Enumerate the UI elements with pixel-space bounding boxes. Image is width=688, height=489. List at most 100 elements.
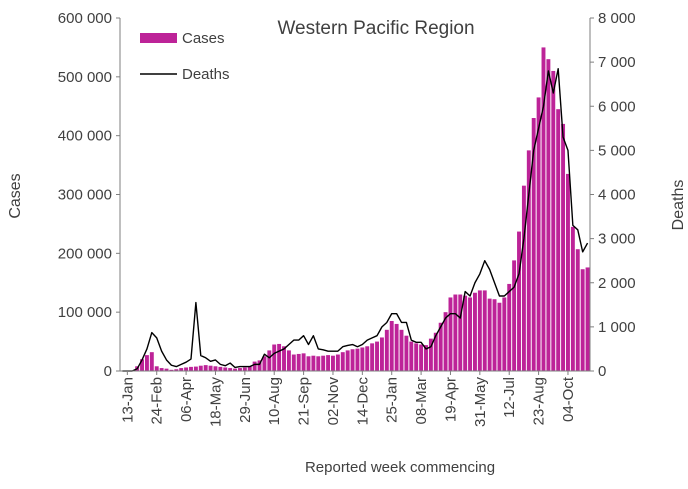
cases-bar	[252, 361, 257, 371]
cases-bar	[174, 369, 179, 371]
cases-bar	[267, 350, 272, 371]
cases-bar	[306, 356, 311, 371]
cases-bar	[384, 329, 389, 371]
cases-bar	[203, 365, 208, 371]
x-tick-label: 31-May	[472, 377, 489, 428]
y2-tick-label: 0	[598, 363, 606, 380]
cases-bar	[335, 354, 340, 371]
cases-bar	[223, 367, 228, 371]
cases-bar	[399, 329, 404, 371]
cases-bar	[184, 367, 189, 371]
cases-bar	[140, 359, 144, 371]
cases-bar	[282, 346, 286, 371]
cases-bar	[169, 369, 174, 371]
cases-bar	[321, 355, 326, 371]
ticks-layer: 0 100 000 200 000 300 000 400 000 500 000 600 …	[58, 10, 636, 427]
cases-bar	[345, 350, 350, 371]
cases-bar	[242, 367, 247, 371]
cases-bar	[556, 109, 561, 371]
cases-bar	[286, 350, 291, 371]
cases-bar	[497, 302, 502, 371]
cases-bar	[419, 344, 424, 371]
cases-bar	[433, 332, 438, 371]
y2-tick-label: 5 000	[598, 142, 636, 159]
y-tick-label: 600 000	[58, 10, 112, 27]
cases-bar	[164, 368, 169, 371]
cases-bar	[472, 292, 477, 371]
y-tick-label: 200 000	[58, 245, 112, 262]
cases-bar	[458, 294, 463, 371]
cases-bar	[228, 368, 233, 371]
x-tick-label: 13-Jan	[119, 377, 136, 423]
x-tick-label: 19-Apr	[442, 377, 459, 422]
cases-bar	[477, 290, 482, 371]
y2-tick-label: 3 000	[598, 231, 636, 248]
cases-bar	[193, 366, 198, 371]
x-tick-label: 04-Oct	[560, 376, 577, 422]
cases-bar	[179, 368, 184, 371]
cases-bar	[340, 352, 345, 371]
cases-bar	[492, 299, 497, 371]
cases-bar	[296, 353, 301, 371]
cases-bar	[237, 368, 242, 371]
cases-bar	[350, 349, 355, 371]
legend: Cases Deaths	[140, 30, 230, 83]
cases-bar	[291, 354, 296, 371]
line-layer	[122, 68, 589, 372]
cases-bar	[428, 338, 433, 371]
x-tick-label: 25-Jan	[384, 377, 401, 423]
x-tick-label: 10-Aug	[266, 377, 283, 425]
cases-bar	[389, 320, 394, 371]
y2-tick-label: 8 000	[598, 10, 636, 27]
x-tick-label: 29-Jun	[237, 377, 254, 423]
x-tick-label: 23-Aug	[531, 377, 548, 425]
cases-bar	[316, 356, 321, 371]
cases-bar	[404, 335, 409, 371]
y-tick-label: 500 000	[58, 69, 112, 86]
cases-bar	[379, 337, 384, 371]
cases-bar	[482, 290, 487, 371]
y2-tick-label: 7 000	[598, 54, 636, 71]
cases-bar	[331, 355, 335, 371]
cases-bar	[551, 70, 556, 371]
cases-bar	[541, 47, 546, 372]
cases-bar	[546, 59, 551, 372]
cases-bar	[448, 297, 453, 371]
y-axis-label: Cases	[7, 173, 24, 218]
x-tick-label: 06-Apr	[178, 377, 195, 422]
x-axis-label: Reported week commencing	[305, 459, 495, 476]
cases-bar	[375, 341, 379, 371]
cases-bar	[585, 267, 590, 371]
cases-bar	[233, 368, 238, 371]
bars-layer	[135, 47, 590, 372]
cases-bar	[438, 322, 443, 371]
cases-bar	[326, 355, 331, 371]
x-tick-label: 12-Jul	[501, 377, 518, 418]
cases-bar	[453, 294, 458, 371]
y2-axis-label: Deaths	[670, 180, 687, 231]
cases-bar	[198, 365, 203, 371]
cases-bar	[463, 295, 468, 371]
cases-bar	[247, 366, 252, 371]
deaths-line	[122, 68, 589, 372]
x-tick-label: 18-May	[207, 377, 224, 428]
x-tick-label: 21-Sep	[296, 377, 313, 425]
cases-bar	[213, 366, 218, 371]
legend-cases-label: Cases	[182, 30, 225, 47]
cases-bar	[409, 341, 414, 371]
cases-bar	[370, 343, 375, 371]
cases-bar	[414, 343, 419, 371]
cases-bar	[443, 312, 448, 371]
cases-bar	[301, 353, 306, 371]
cases-bar	[512, 260, 517, 371]
y-tick-label: 300 000	[58, 187, 112, 204]
legend-deaths-label: Deaths	[182, 66, 230, 83]
y-tick-label: 400 000	[58, 128, 112, 145]
legend-cases-swatch	[140, 33, 177, 43]
y2-tick-label: 4 000	[598, 187, 636, 204]
x-tick-label: 02-Nov	[325, 377, 342, 426]
cases-bar	[189, 366, 193, 371]
cases-bar	[365, 346, 370, 371]
